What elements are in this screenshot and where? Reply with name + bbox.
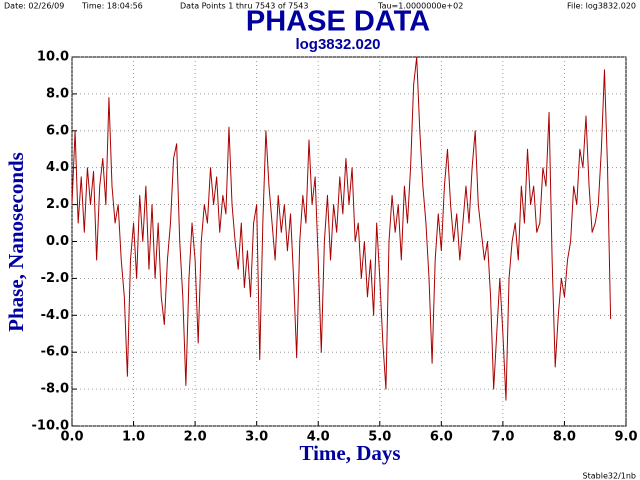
x-tick-label: 5.0 [368,430,391,445]
x-tick-label: 2.0 [184,430,207,445]
x-tick-label: 1.0 [122,430,145,445]
x-tick-label: 0.0 [60,430,83,445]
header-file: File: log3832.020 [567,2,636,11]
header-time: Time: 18:04:56 [81,2,143,11]
y-tick-label: -8.0 [41,382,69,397]
chart-title: PHASE DATA [246,6,430,38]
x-tick-label: 8.0 [553,430,576,445]
y-tick-label: -6.0 [41,345,69,360]
x-tick-label: 6.0 [430,430,453,445]
y-axis-label: Phase, Nanoseconds [4,152,28,332]
y-tick-label: 8.0 [46,86,69,101]
x-tick-label: 4.0 [307,430,330,445]
x-tick-label: 3.0 [245,430,268,445]
y-tick-label: 4.0 [46,160,69,175]
x-axis-label: Time, Days [299,441,400,465]
y-tick-label: 10.0 [37,50,69,65]
header-points: Data Points 1 thru 7543 of 7543 [180,2,308,11]
y-tick-label: 6.0 [46,123,69,138]
x-tick-label: 7.0 [491,430,514,445]
header-date: Date: 02/26/09 [4,2,64,11]
header-tau: Tau=1.0000000e+02 [377,2,463,11]
x-tick-label: 9.0 [614,430,637,445]
y-tick-label: -2.0 [41,271,69,286]
footer: Stable32/1nb [583,472,636,480]
chart-subtitle: log3832.020 [295,36,380,53]
data-line [71,56,612,401]
y-tick-label: -10.0 [32,419,69,434]
y-tick-label: -4.0 [41,308,69,323]
y-tick-label: 0.0 [46,234,69,249]
y-tick-label: 2.0 [46,197,69,212]
